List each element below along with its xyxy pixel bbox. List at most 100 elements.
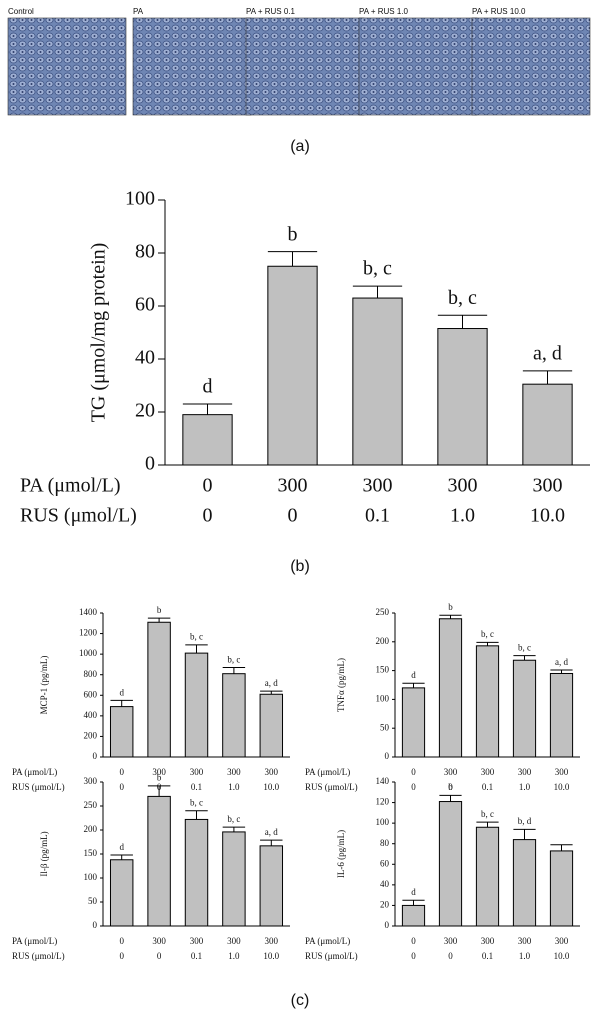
y-tick-label: 80: [380, 838, 390, 848]
y-tick-label: 150: [84, 848, 98, 858]
x-tick-label: 300: [265, 767, 279, 777]
bar: [147, 795, 171, 927]
x-row-name: PA (μmol/L): [305, 767, 350, 777]
y-axis-label: IL-6 (pg/mL): [336, 830, 346, 878]
y-tick-label: 20: [135, 400, 155, 422]
error-bar: [110, 854, 133, 860]
x-tick-label: 0.1: [365, 505, 390, 527]
y-axis-label: TG (μmol/mg protein): [88, 243, 110, 423]
y-tick-label: 50: [380, 722, 390, 732]
x-tick-label: 0: [411, 951, 416, 961]
y-tick-label: 120: [376, 797, 390, 807]
significance-label: b, c: [481, 629, 494, 639]
x-tick-label: 10.0: [263, 782, 279, 792]
bar: [222, 673, 246, 758]
y-tick-label: 140: [376, 776, 390, 786]
significance-label: b, c: [448, 287, 477, 309]
significance-label: b: [448, 782, 453, 792]
y-tick-label: 0: [385, 751, 390, 761]
y-axis-label: MCP-1 (pg/mL): [39, 656, 49, 715]
x-row-name: PA (μmol/L): [12, 767, 57, 777]
y-tick-label: 200: [84, 730, 98, 740]
significance-label: b, c: [518, 642, 531, 652]
x-tick-label: 1.0: [450, 505, 475, 527]
significance-label: b: [288, 223, 298, 245]
error-bar: [260, 690, 283, 695]
y-tick-label: 300: [84, 776, 98, 786]
x-tick-label: 0.1: [482, 951, 493, 961]
bar: [512, 839, 537, 927]
error-bar: [550, 669, 573, 674]
bar: [549, 672, 574, 758]
x-tick-label: 0: [119, 782, 124, 792]
y-tick-label: 60: [135, 294, 155, 316]
significance-label: a, d: [265, 678, 278, 688]
x-tick-label: 300: [227, 936, 241, 946]
bar: [109, 706, 134, 758]
micrograph: [132, 17, 252, 116]
y-tick-label: 0: [145, 453, 155, 475]
bar: [475, 826, 500, 927]
x-tick-label: 0: [119, 951, 124, 961]
significance-label: d: [119, 842, 124, 852]
x-tick-label: 10.0: [263, 951, 279, 961]
bar: [401, 687, 426, 758]
error-bar: [439, 614, 462, 619]
bar: [184, 652, 209, 758]
x-tick-label: 300: [190, 936, 204, 946]
x-tick-label: 0.1: [191, 951, 202, 961]
error-bar: [147, 617, 171, 623]
significance-label: b: [448, 602, 453, 612]
x-tick-label: 0: [411, 936, 416, 946]
x-tick-label: 0: [411, 782, 416, 792]
x-tick-label: 0: [203, 475, 213, 497]
y-tick-label: 250: [84, 800, 98, 810]
error-bar: [476, 641, 499, 646]
y-tick-label: 1000: [79, 648, 98, 658]
x-row-name: PA (μmol/L): [305, 936, 350, 946]
error-bar: [439, 794, 462, 802]
error-bar: [402, 682, 425, 688]
y-tick-label: 1400: [79, 607, 98, 617]
significance-label: b: [157, 605, 162, 615]
x-tick-label: 0: [288, 505, 298, 527]
y-axis-label: Il-β (pg/mL): [39, 831, 49, 876]
error-bar: [522, 370, 573, 385]
significance-label: b, c: [481, 809, 494, 819]
x-tick-label: 300: [278, 475, 308, 497]
x-tick-label: 0: [448, 951, 453, 961]
significance-label: a, d: [265, 827, 278, 837]
x-tick-label: 300: [518, 767, 532, 777]
y-tick-label: 80: [135, 241, 155, 263]
x-tick-label: 0.1: [191, 782, 202, 792]
error-bar: [476, 821, 499, 828]
y-tick-label: 100: [376, 817, 390, 827]
bar: [267, 265, 318, 466]
error-bar: [185, 810, 208, 820]
y-tick-label: 100: [84, 872, 98, 882]
x-tick-label: 0: [203, 505, 213, 527]
image-label: PA + RUS 1.0: [359, 7, 409, 16]
error-bar: [182, 403, 233, 415]
y-tick-label: 40: [135, 347, 155, 369]
x-row-name: RUS (μmol/L): [20, 505, 137, 527]
significance-label: d: [411, 887, 416, 897]
error-bar: [437, 314, 488, 329]
y-tick-label: 40: [380, 879, 390, 889]
x-tick-label: 300: [444, 767, 458, 777]
micrograph: [471, 17, 591, 116]
x-tick-label: 300: [265, 936, 279, 946]
significance-label: a, d: [533, 343, 562, 365]
significance-label: a, d: [555, 657, 568, 667]
x-tick-label: 300: [227, 767, 241, 777]
error-bar: [513, 828, 536, 840]
micrograph: [245, 17, 365, 116]
y-tick-label: 150: [376, 665, 390, 675]
x-tick-label: 10.0: [554, 782, 570, 792]
x-tick-label: 300: [555, 767, 569, 777]
bar: [401, 904, 426, 927]
bar: [259, 845, 284, 927]
significance-label: b, d: [518, 816, 532, 826]
error-bar: [260, 839, 283, 846]
